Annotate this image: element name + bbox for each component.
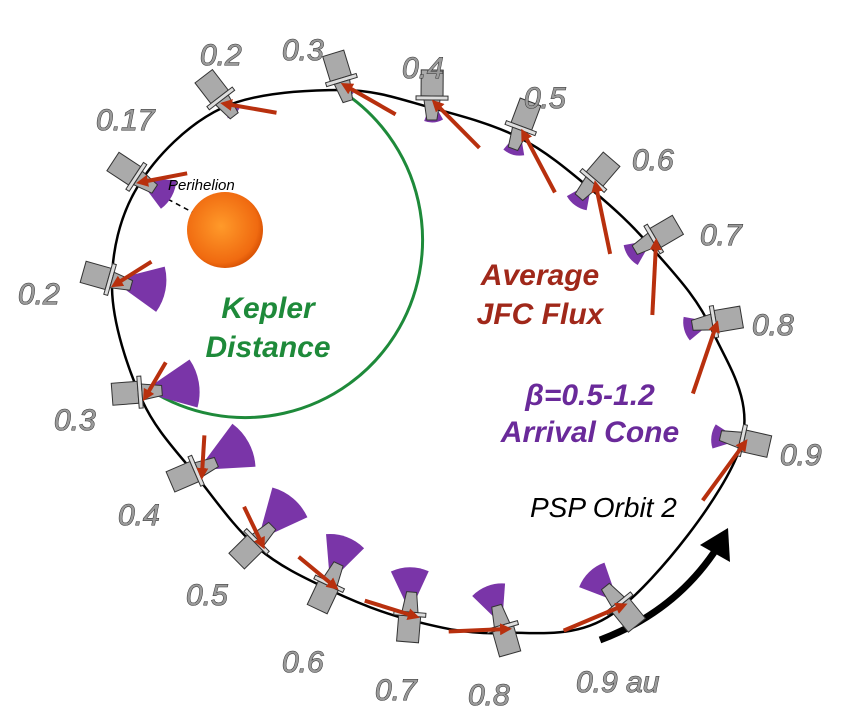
distance-label: 0.3: [54, 404, 96, 437]
flux-arrow: [431, 99, 481, 150]
craft-body: [194, 68, 239, 120]
spacecraft: [701, 423, 773, 502]
flux-arrow: [701, 439, 748, 502]
distance-label: 0.9: [780, 439, 822, 472]
flux-arrow: [297, 555, 339, 590]
flux-arrow: [110, 259, 153, 288]
flux-arrow: [136, 171, 188, 187]
spacecraft: [503, 97, 557, 194]
flux-arrow: [448, 623, 512, 636]
kepler-label: Kepler: [221, 292, 317, 325]
craft-bus: [713, 305, 744, 333]
flux-arrow: [591, 180, 613, 255]
spacecraft: [322, 49, 397, 117]
spacecraft: [194, 68, 277, 120]
distance-label: 0.7: [375, 674, 418, 707]
flux-arrow: [242, 505, 265, 550]
cone-label: β=0.5-1.2: [524, 379, 655, 412]
distance-label: 0.8: [468, 679, 510, 712]
flux-arrow: [649, 238, 662, 316]
kepler-label: Distance: [205, 331, 330, 364]
distance-label: 0.5: [186, 579, 228, 612]
craft-body: [718, 423, 773, 458]
spacecraft: [448, 583, 522, 658]
distance-label: 0.4: [118, 499, 160, 532]
craft-shield: [415, 95, 449, 101]
kepler-circle: [149, 88, 425, 420]
flux-arrow: [521, 128, 557, 194]
cone-label: Arrival Cone: [500, 416, 679, 449]
flux-arrow: [690, 320, 720, 395]
craft-body: [322, 49, 358, 104]
orbit-label: PSP Orbit 2: [530, 492, 677, 523]
perihelion-line: [159, 194, 193, 213]
distance-label: 0.2: [18, 278, 60, 311]
orbit-arrow: [598, 538, 726, 644]
flux-arrow: [220, 99, 277, 115]
distance-label: 0.2: [200, 39, 242, 72]
spacecraft: [106, 151, 188, 209]
distance-label: 0.6: [282, 646, 324, 679]
distance-label: 0.9 au: [576, 666, 660, 699]
flux-label: Average: [480, 259, 599, 292]
distance-label: 0.6: [632, 144, 674, 177]
flux-arrow: [142, 361, 168, 402]
spacecraft: [364, 567, 429, 644]
sun: [187, 192, 263, 268]
craft-body: [690, 304, 744, 339]
spacecraft: [165, 423, 256, 493]
flux-arrow: [562, 602, 628, 633]
perihelion-label: Perihelion: [168, 177, 235, 194]
craft-bus: [740, 429, 773, 458]
orbit-arrowhead: [700, 528, 730, 562]
distance-label: 0.17: [96, 104, 156, 137]
craft-cone: [491, 603, 511, 628]
distance-label: 0.3: [282, 34, 324, 67]
labels: Perihelion Kepler Distance Average JFC F…: [18, 34, 823, 713]
craft-bus: [110, 380, 140, 406]
distance-label: 0.8: [752, 309, 794, 342]
spacecraft: [683, 304, 744, 395]
craft-cone: [690, 313, 714, 331]
spacecraft-group: [79, 49, 773, 658]
craft-bus: [396, 614, 422, 644]
distance-label: 0.7: [700, 219, 743, 252]
spacecraft: [228, 487, 308, 570]
spacecraft: [415, 69, 481, 150]
arrival-cone: [390, 567, 429, 612]
distance-label: 0.5: [524, 82, 566, 115]
flux-arrow: [340, 83, 397, 117]
flux-arrow: [196, 435, 209, 480]
flux-label: JFC Flux: [477, 298, 605, 331]
spacecraft: [297, 534, 365, 615]
spacecraft: [562, 562, 647, 633]
spacecraft: [566, 151, 621, 255]
spacecraft: [110, 359, 200, 409]
flux-arrow: [364, 598, 420, 620]
distance-label: 0.4: [402, 52, 444, 85]
spacecraft: [79, 259, 167, 312]
spacecraft: [623, 214, 685, 316]
